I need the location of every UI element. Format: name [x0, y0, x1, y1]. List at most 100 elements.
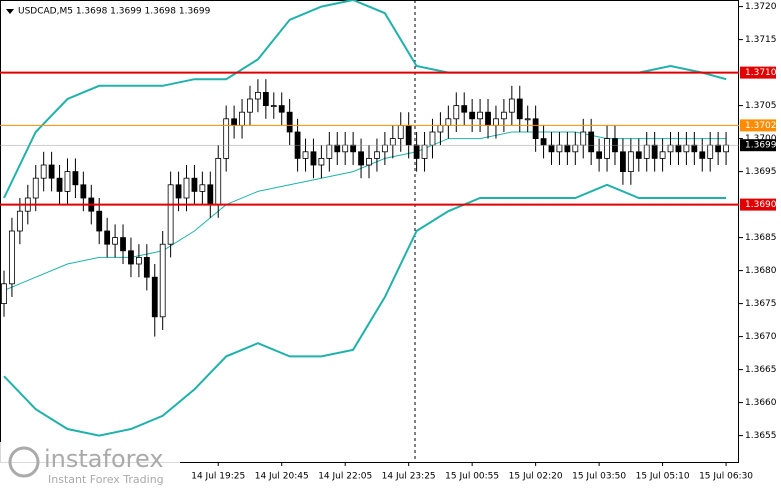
candle-body [453, 105, 460, 120]
candle-body [80, 184, 87, 199]
candle-body [437, 125, 444, 133]
candle-body [223, 118, 230, 159]
last-price-label: 1.3699 [745, 141, 777, 151]
candle-body [381, 144, 388, 153]
y-tick-label: 1.3660 [745, 398, 777, 408]
menu-arrow [6, 9, 14, 14]
candle-body [72, 171, 79, 186]
candle-body [691, 144, 698, 153]
bollinger-lower [3, 183, 727, 437]
x-tick-label: 14 Jul 19:25 [191, 472, 245, 482]
candle-body [445, 118, 452, 126]
candle-body [48, 164, 55, 179]
candle-body [675, 144, 682, 153]
candle-body [366, 157, 372, 166]
candle-body [524, 118, 531, 121]
plot-frame [0, 0, 739, 463]
candle-body [508, 98, 515, 113]
candle-body [286, 111, 293, 133]
candle-body [659, 151, 666, 159]
y-tick-label: 1.3680 [745, 266, 777, 276]
candle-body [699, 151, 706, 159]
level-tag [740, 66, 776, 79]
level-label: 1.3702 [745, 121, 777, 131]
candle-body [135, 256, 142, 265]
candle-body [1, 283, 7, 304]
level-label: 1.3690 [745, 200, 777, 210]
candle-body [191, 177, 198, 192]
x-tick-label: 15 Jul 00:55 [445, 472, 499, 482]
logo-text: instaforex [44, 445, 164, 473]
logo: instaforex Instant Forex Trading [0, 442, 180, 489]
candle-body [167, 184, 174, 245]
candle-body [651, 144, 658, 159]
candle-body [532, 118, 539, 140]
candle-body [239, 111, 245, 126]
candle-body [516, 98, 523, 120]
candle-body [374, 151, 380, 159]
level-tag [740, 119, 776, 132]
candle-body [564, 144, 571, 153]
candle-body [151, 276, 158, 318]
candle-body [429, 131, 436, 146]
candle-body [159, 243, 166, 318]
x-tick-label: 14 Jul 20:45 [255, 472, 309, 482]
candle-body [358, 151, 364, 166]
candle-body [112, 237, 118, 245]
candle-body [500, 111, 507, 120]
x-tick-label: 15 Jul 06:30 [699, 472, 753, 482]
candle-body [635, 151, 642, 159]
x-tick-label: 14 Jul 22:05 [318, 472, 372, 482]
candle-body [596, 151, 603, 159]
candle-body [461, 105, 468, 113]
y-tick-label: 1.3705 [745, 101, 777, 111]
candle-body [413, 144, 420, 159]
candle-body [255, 92, 261, 100]
candle-body [493, 118, 499, 126]
candle-body [723, 144, 729, 153]
candle-body [405, 125, 412, 146]
candle-body [667, 144, 674, 153]
candle-body [104, 230, 111, 245]
candle-body [469, 111, 476, 120]
candle-body [477, 111, 483, 120]
x-tick-label: 15 Jul 05:10 [636, 472, 690, 482]
logo-icon [8, 446, 40, 478]
y-tick-label: 1.3675 [745, 299, 777, 309]
candle-body [715, 144, 722, 153]
candle-body [572, 144, 579, 153]
candle-body [604, 138, 610, 159]
candle-body [627, 151, 634, 173]
candle-body [588, 131, 595, 153]
candle-body [32, 177, 39, 199]
candle-body [485, 111, 491, 126]
candle-body [643, 144, 650, 159]
candle-body [270, 105, 277, 107]
candle-body [143, 256, 150, 278]
candle-body [707, 144, 714, 159]
candle-body [580, 131, 587, 146]
logo-tagline: Instant Forex Trading [48, 473, 164, 486]
candle-body [40, 164, 47, 179]
candle-body [556, 144, 563, 153]
candle-body [342, 144, 349, 153]
y-tick-label: 1.3715 [745, 35, 777, 45]
y-tick-label: 1.3655 [745, 431, 777, 441]
candle-body [183, 177, 190, 199]
candle-body [326, 144, 333, 159]
level-label: 1.3710 [745, 68, 777, 78]
candle-body [199, 184, 206, 192]
candle-body [421, 144, 428, 159]
candle-body [9, 230, 15, 285]
candle-body [302, 151, 309, 159]
candle-body [262, 92, 269, 107]
y-tick-label: 1.3700 [745, 134, 777, 144]
candle-body [247, 98, 253, 113]
candle-body [350, 144, 357, 153]
y-tick-label: 1.3665 [745, 365, 777, 375]
candle-body [175, 184, 182, 199]
candle-body [16, 210, 23, 232]
candle-body [620, 151, 626, 173]
